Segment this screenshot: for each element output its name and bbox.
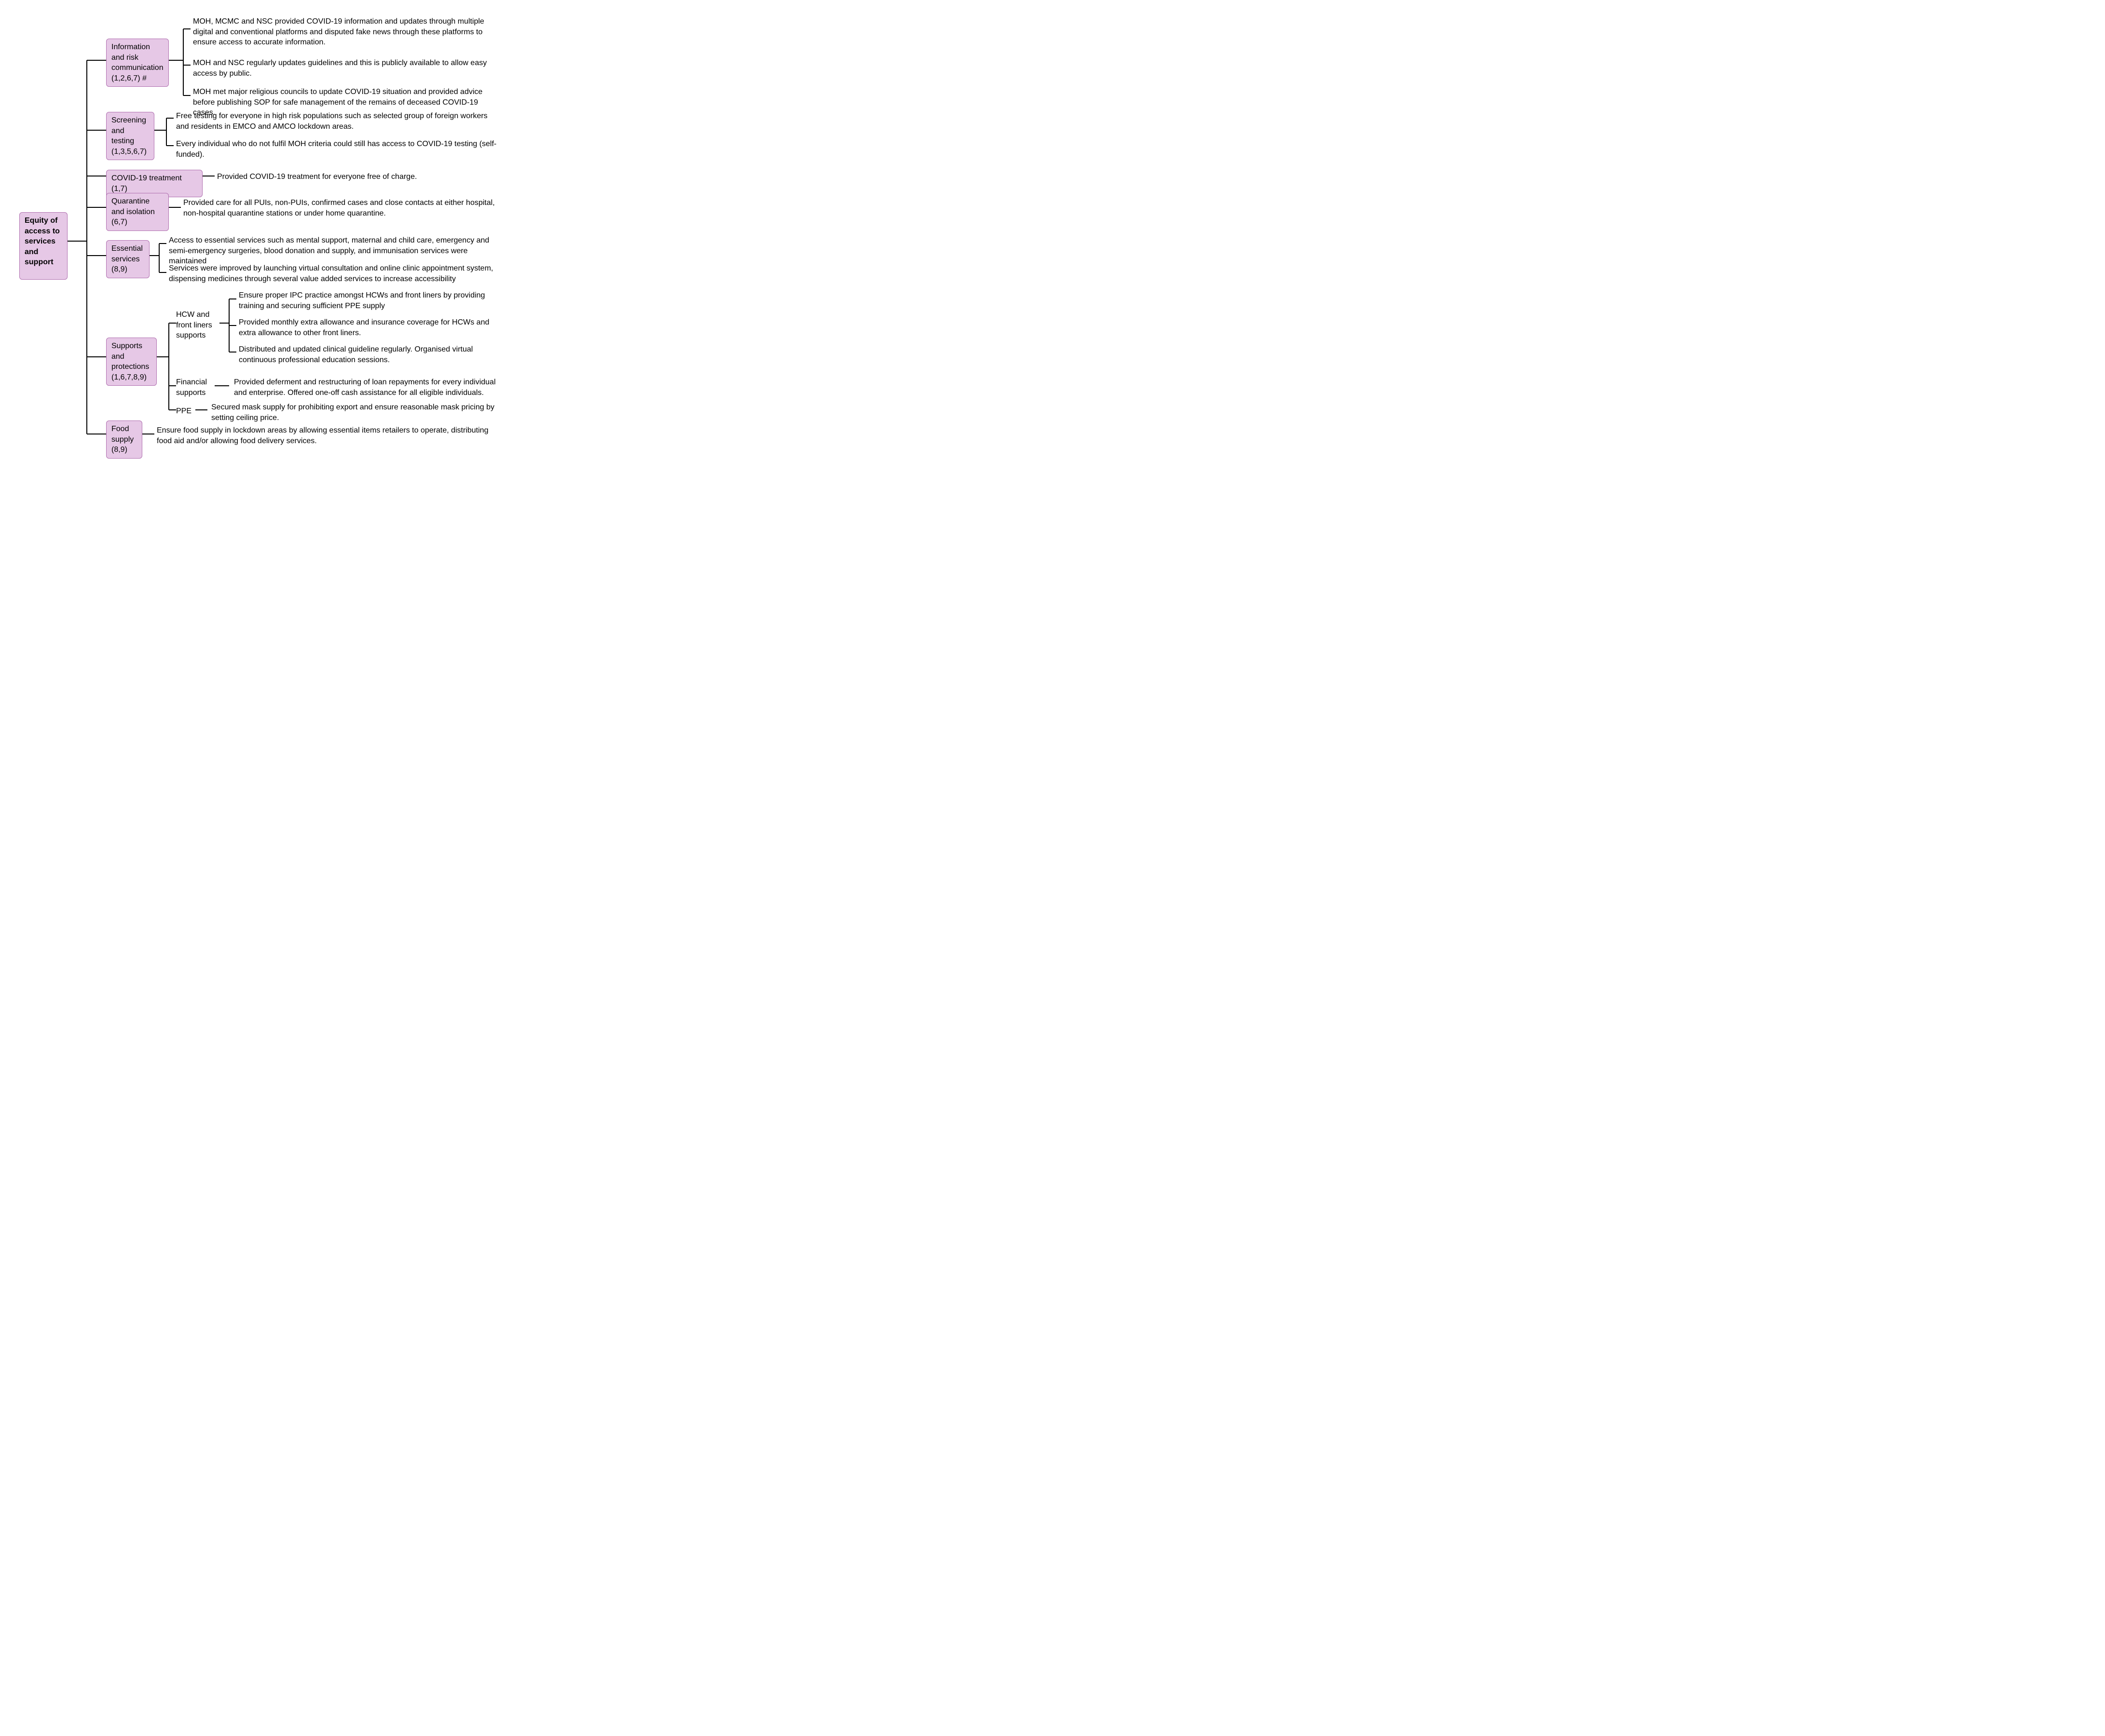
ppe-detail-0: Secured mask supply for prohibiting expo… xyxy=(211,402,501,423)
sub-financial-label: Financial supports xyxy=(176,377,215,398)
root-node: Equity of access to services and support xyxy=(19,212,68,280)
branch-screening: Screening and testing (1,3,5,6,7) xyxy=(106,112,154,160)
equity-diagram: Equity of access to services and support… xyxy=(14,14,506,453)
hcw-detail-2: Distributed and updated clinical guideli… xyxy=(239,344,504,365)
branch-label: Quarantine and isolation (6,7) xyxy=(111,197,155,226)
hcw-detail-1: Provided monthly extra allowance and ins… xyxy=(239,317,504,338)
info-risk-detail-1: MOH and NSC regularly updates guidelines… xyxy=(193,58,502,79)
food-detail-0: Ensure food supply in lockdown areas by … xyxy=(157,425,504,446)
screening-detail-1: Every individual who do not fulfil MOH c… xyxy=(176,139,499,160)
screening-detail-0: Free testing for everyone in high risk p… xyxy=(176,111,499,132)
branch-label: COVID-19 treatment (1,7) xyxy=(111,174,182,193)
sub-ppe-label: PPE xyxy=(176,406,195,417)
branch-label: Essential services (8,9) xyxy=(111,244,143,273)
financial-detail-0: Provided deferment and restructuring of … xyxy=(234,377,504,398)
branch-supports: Supports and protections (1,6,7,8,9) xyxy=(106,338,157,386)
info-risk-detail-0: MOH, MCMC and NSC provided COVID-19 info… xyxy=(193,16,502,48)
treatment-detail-0: Provided COVID-19 treatment for everyone… xyxy=(217,172,497,182)
branch-food: Food supply (8,9) xyxy=(106,420,142,459)
essential-detail-1: Services were improved by launching virt… xyxy=(169,263,504,284)
sub-hcw-label: HCW and front liners supports xyxy=(176,310,222,341)
branch-label: Food supply (8,9) xyxy=(111,425,134,454)
quarantine-detail-0: Provided care for all PUIs, non-PUIs, co… xyxy=(183,198,497,218)
branch-info-risk: Information and risk communication (1,2,… xyxy=(106,39,169,87)
branch-label: Screening and testing (1,3,5,6,7) xyxy=(111,116,147,156)
hcw-detail-0: Ensure proper IPC practice amongst HCWs … xyxy=(239,290,504,311)
essential-detail-0: Access to essential services such as men… xyxy=(169,235,504,267)
branch-label: Supports and protections (1,6,7,8,9) xyxy=(111,342,149,381)
branch-essential: Essential services (8,9) xyxy=(106,240,150,278)
branch-quarantine: Quarantine and isolation (6,7) xyxy=(106,193,169,231)
branch-label: Information and risk communication (1,2,… xyxy=(111,43,164,82)
root-label: Equity of access to services and support xyxy=(25,217,60,266)
